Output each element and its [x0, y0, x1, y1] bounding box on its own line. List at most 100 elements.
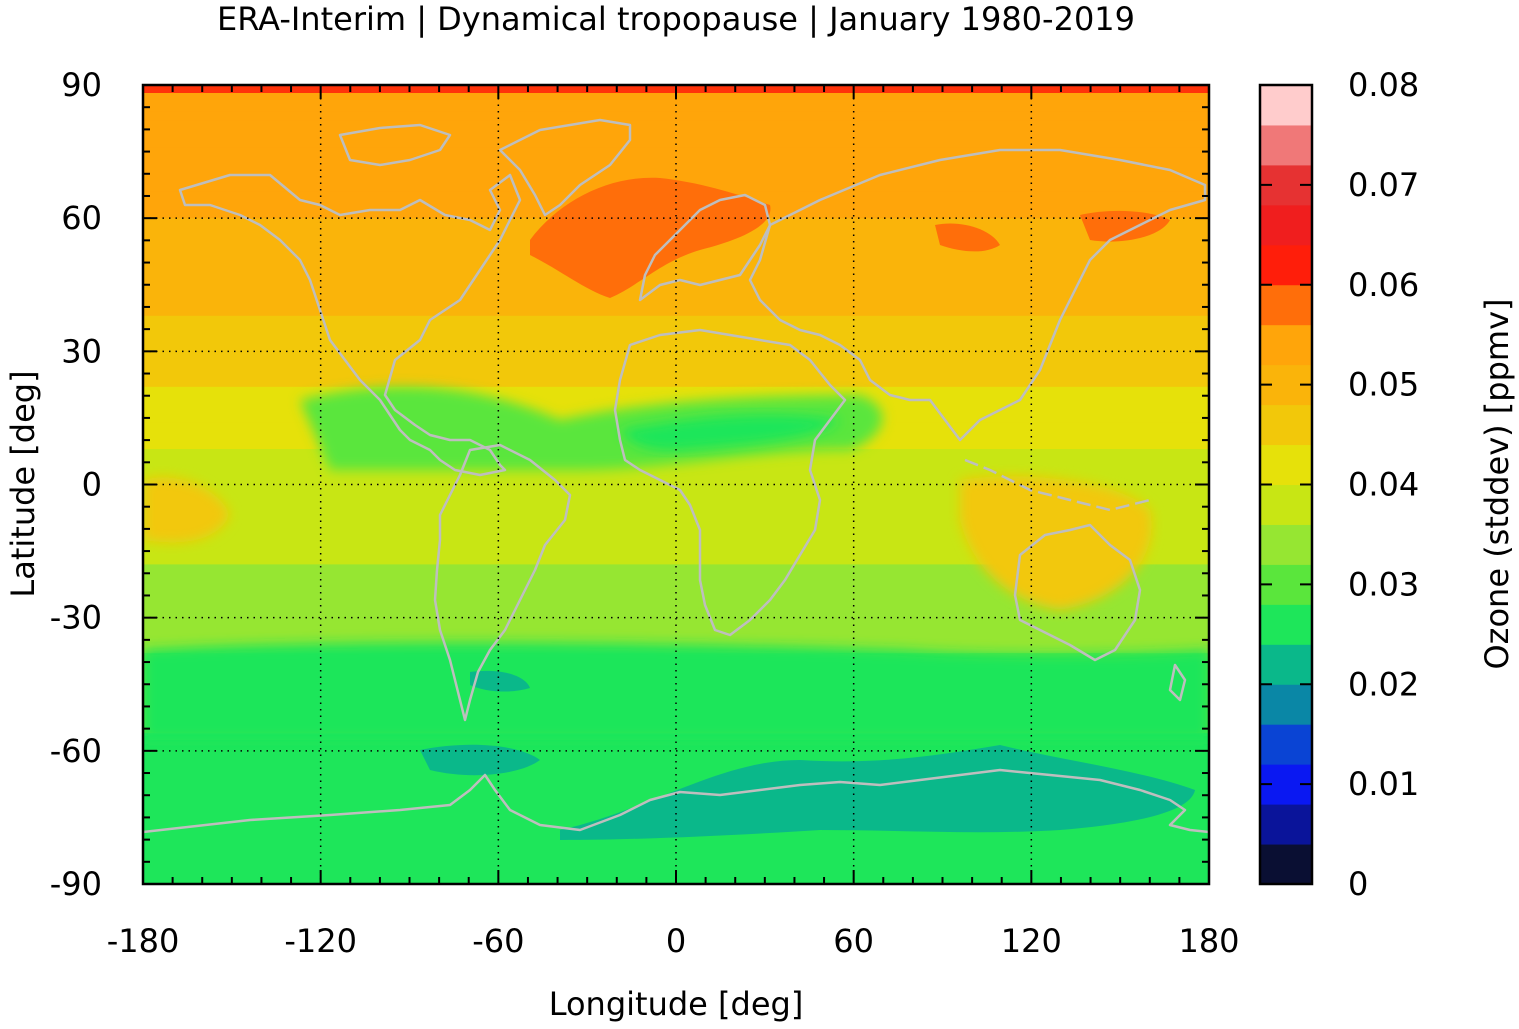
field-band — [143, 759, 1209, 770]
field-band — [143, 298, 1209, 308]
field-band — [143, 520, 1209, 530]
field-band — [143, 280, 1209, 290]
y-tick-label: 90 — [61, 66, 102, 104]
colorbar-segment — [1260, 404, 1312, 446]
field-band — [143, 591, 1209, 601]
field-band — [143, 511, 1209, 521]
colorbar — [1260, 85, 1312, 885]
field-band — [143, 306, 1209, 317]
field-patches — [143, 85, 1209, 840]
colorbar-tick-label: 0.05 — [1348, 366, 1419, 404]
x-tick-label: 60 — [833, 922, 874, 960]
field-band — [143, 599, 1209, 610]
field-band — [143, 147, 1209, 157]
colorbar-segment — [1260, 804, 1312, 845]
y-tick-label: 60 — [61, 199, 102, 237]
field-band — [143, 173, 1209, 184]
y-tick-label: 30 — [61, 332, 102, 370]
colorbar-tick-label: 0.06 — [1348, 266, 1419, 304]
colorbar-tick-label: 0.01 — [1348, 765, 1419, 803]
field-band — [143, 768, 1209, 779]
antarctica-coast — [143, 768, 1209, 834]
y-tick-labels: -90 -60 -30 0 30 60 90 — [50, 66, 102, 903]
australia-coast — [1013, 523, 1142, 662]
tropical-atlantic-band — [300, 386, 883, 470]
field-band — [143, 564, 1209, 574]
colorbar-segment — [1260, 844, 1312, 885]
north-america-coast — [178, 173, 522, 477]
x-tick-label: -60 — [472, 922, 524, 960]
field-band — [143, 395, 1209, 406]
y-tick-label: 0 — [82, 466, 102, 504]
field-band — [143, 608, 1209, 619]
field-band — [143, 111, 1209, 122]
colorbar-segment — [1260, 684, 1312, 725]
drake-low-patch — [420, 744, 540, 776]
field-band — [143, 741, 1209, 752]
colorbar-title: Ozone (stddev) [ppmv] — [1478, 298, 1516, 669]
colorbar-segment — [1260, 324, 1312, 366]
field-band — [143, 502, 1209, 512]
colorbar-segment — [1260, 524, 1312, 565]
chart-title: ERA-Interim | Dynamical tropopause | Jan… — [217, 0, 1135, 38]
colorbar-segment — [1260, 284, 1312, 326]
colorbar-tick-label: 0.03 — [1348, 565, 1419, 603]
colorbar-ticks — [1260, 84, 1312, 885]
y-tick-label: -60 — [50, 732, 102, 770]
tropical-africa-band — [620, 414, 840, 451]
field-band — [143, 857, 1209, 867]
field-band — [143, 138, 1209, 148]
colorbar-segment — [1260, 244, 1312, 286]
patagonia-low-patch — [470, 670, 530, 692]
field-band — [143, 271, 1209, 281]
field-band — [143, 102, 1209, 113]
colorbar-segment — [1260, 724, 1312, 765]
field-band — [143, 635, 1209, 645]
south-america-coast — [433, 443, 572, 722]
greenland-coast — [498, 118, 632, 217]
field-band — [143, 839, 1209, 850]
x-axis-title: Longitude [deg] — [549, 985, 804, 1023]
colorbar-tick-label: 0 — [1348, 865, 1368, 903]
axis-ticks — [142, 84, 1210, 885]
colorbar-tick-labels: 0 0.01 0.02 0.03 0.04 0.05 0.06 0.07 0.08 — [1348, 66, 1419, 903]
field-band — [143, 129, 1209, 139]
y-tick-label: -30 — [50, 599, 102, 637]
x-tick-label: 180 — [1178, 922, 1239, 960]
colorbar-segment — [1260, 644, 1312, 685]
field-band — [143, 377, 1209, 388]
x-tick-label: 120 — [1001, 922, 1062, 960]
africa-coast — [613, 328, 847, 637]
field-band — [143, 777, 1209, 787]
field-band — [143, 537, 1209, 548]
colorbar-segment — [1260, 204, 1312, 246]
field-band — [143, 369, 1209, 379]
x-tick-label: -180 — [107, 922, 180, 960]
new-zealand-coast — [1168, 663, 1187, 702]
field-band — [143, 573, 1209, 583]
colorbar-segment — [1260, 85, 1312, 126]
southern-ocean-band — [143, 642, 1209, 740]
arctic-islands-coast — [338, 123, 452, 167]
colorbar-tick-label: 0.07 — [1348, 166, 1419, 204]
colorbar-segment — [1260, 444, 1312, 485]
colorbar-tick-label: 0.08 — [1348, 66, 1419, 104]
coastlines — [143, 118, 1209, 834]
antarctic-low-patch — [560, 745, 1195, 840]
field-band — [143, 156, 1209, 166]
asia-coast — [748, 148, 1207, 442]
field-band — [143, 493, 1209, 503]
y-tick-label: -90 — [50, 865, 102, 903]
pacific-west-high-patch — [143, 477, 230, 543]
grid-lines — [143, 85, 1209, 884]
field-band — [143, 475, 1209, 486]
field-band — [143, 617, 1209, 628]
field-band — [143, 342, 1209, 352]
colorbar-tick-label: 0.02 — [1348, 665, 1419, 703]
colorbar-segment — [1260, 484, 1312, 525]
x-tick-label: 0 — [666, 922, 686, 960]
field-band — [143, 315, 1209, 326]
europe-coast — [638, 193, 772, 302]
field-band — [143, 546, 1209, 557]
colorbar-tick-label: 0.04 — [1348, 466, 1419, 504]
